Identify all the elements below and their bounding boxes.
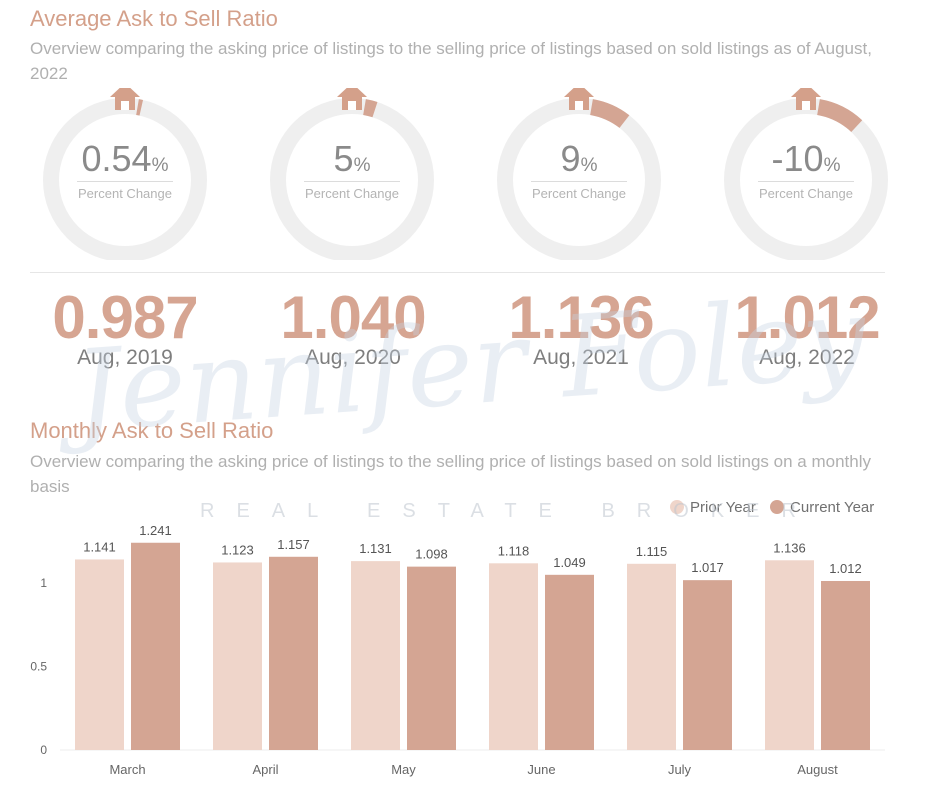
x-category-label: April [252, 762, 278, 777]
bar-current-year [545, 574, 594, 750]
bar-data-label: 1.123 [221, 542, 254, 557]
ratio-date: Aug, 2019 [77, 346, 173, 369]
year-ratio-2022: 1.012 Aug, 2022 [702, 282, 912, 370]
gauge-value: 5% [333, 138, 371, 179]
gauge-2019: 0.54% Percent Change [40, 88, 210, 260]
gauge-value: 0.54% [81, 138, 169, 179]
bar-current-year [683, 580, 732, 750]
home-icon [791, 88, 821, 110]
bar-prior-year [351, 561, 400, 750]
bar-prior-year [75, 559, 124, 750]
bar-data-label: 1.157 [277, 537, 310, 552]
percent-unit: % [353, 155, 371, 176]
average-ratio-description: Overview comparing the asking price of l… [30, 39, 872, 83]
y-tick-label: 0.5 [30, 660, 47, 674]
x-category-label: July [668, 762, 692, 777]
year-ratio-2020: 1.040 Aug, 2020 [248, 282, 458, 370]
gauge-ring [270, 88, 434, 260]
gauge-arc [816, 99, 863, 133]
x-category-label: March [109, 762, 145, 777]
bar-data-label: 1.141 [83, 539, 116, 554]
gauge-divider [758, 181, 854, 182]
ratio-value: 1.012 [734, 284, 880, 351]
percent-unit: % [151, 155, 169, 176]
ratio-date: Aug, 2021 [533, 346, 629, 369]
legend-swatch [770, 500, 785, 514]
home-icon [564, 88, 594, 110]
bar-data-label: 1.241 [139, 523, 172, 538]
bar-data-label: 1.012 [829, 561, 862, 576]
ratio-date: Aug, 2022 [759, 346, 855, 369]
home-icon [110, 88, 140, 110]
gauge-ring [497, 88, 661, 260]
monthly-bar-chart: 0 0.5 1 1.141 1.241 March 1.123 1.157 April 1.131… [30, 523, 885, 777]
gauge-arc [589, 99, 630, 129]
gauge-label: Percent Change [305, 186, 399, 201]
x-category-label: May [391, 762, 416, 777]
bar-prior-year [213, 562, 262, 750]
home-icon [337, 88, 367, 110]
bar-data-label: 1.115 [636, 544, 668, 559]
bar-prior-year [489, 563, 538, 750]
gauge-2020: 5% Percent Change [267, 88, 437, 260]
legend-swatch [670, 500, 684, 514]
gauge-ring [43, 88, 207, 260]
bar-data-label: 1.118 [498, 543, 530, 558]
section-divider [30, 272, 885, 273]
monthly-ratio-description: Overview comparing the asking price of l… [30, 452, 871, 496]
gauge-label: Percent Change [759, 186, 853, 201]
legend-label: Current Year [790, 499, 875, 516]
bar-prior-year [765, 560, 814, 750]
bar-current-year [269, 556, 318, 750]
gauge-arc [363, 99, 378, 118]
x-category-label: August [797, 762, 838, 777]
percent-unit: % [580, 155, 598, 176]
legend-current-year: Current Year [770, 499, 874, 516]
bar-current-year [407, 566, 456, 750]
year-ratio-2021: 1.136 Aug, 2021 [476, 282, 686, 370]
x-category-label: June [527, 762, 555, 777]
gauge-label: Percent Change [78, 186, 172, 201]
gauge-value: 9% [560, 138, 598, 179]
legend-label: Prior Year [690, 499, 756, 516]
percent-unit: % [823, 155, 841, 176]
ratio-value: 0.987 [52, 284, 198, 351]
year-ratio-2019: 0.987 Aug, 2019 [20, 282, 230, 370]
bar-data-label: 1.098 [415, 547, 448, 562]
ratio-value: 1.136 [508, 284, 654, 351]
monthly-ratio-title: Monthly Ask to Sell Ratio [30, 418, 274, 443]
gauge-2021: 9% Percent Change [494, 88, 664, 260]
gauge-divider [77, 181, 173, 182]
ratio-date: Aug, 2020 [305, 346, 401, 369]
bar-data-label: 1.131 [359, 541, 392, 556]
bar-data-label: 1.049 [553, 555, 586, 570]
gauge-value: -10% [771, 138, 841, 179]
gauge-2022: -10% Percent Change [721, 88, 891, 260]
bar-current-year [131, 542, 180, 750]
average-ratio-title: Average Ask to Sell Ratio [30, 6, 278, 31]
bar-current-year [821, 580, 870, 750]
y-tick-label: 1 [40, 576, 47, 590]
gauge-divider [531, 181, 627, 182]
y-tick-label: 0 [40, 743, 47, 757]
gauge-arc [136, 99, 144, 116]
bar-data-label: 1.017 [691, 560, 724, 575]
gauge-ring [724, 88, 888, 260]
gauge-label: Percent Change [532, 186, 626, 201]
bar-data-label: 1.136 [773, 540, 806, 555]
chart-legend: Prior Year Current Year [660, 499, 874, 516]
gauge-divider [304, 181, 400, 182]
legend-prior-year: Prior Year [670, 499, 756, 516]
ratio-value: 1.040 [280, 284, 426, 351]
bar-prior-year [627, 563, 676, 750]
